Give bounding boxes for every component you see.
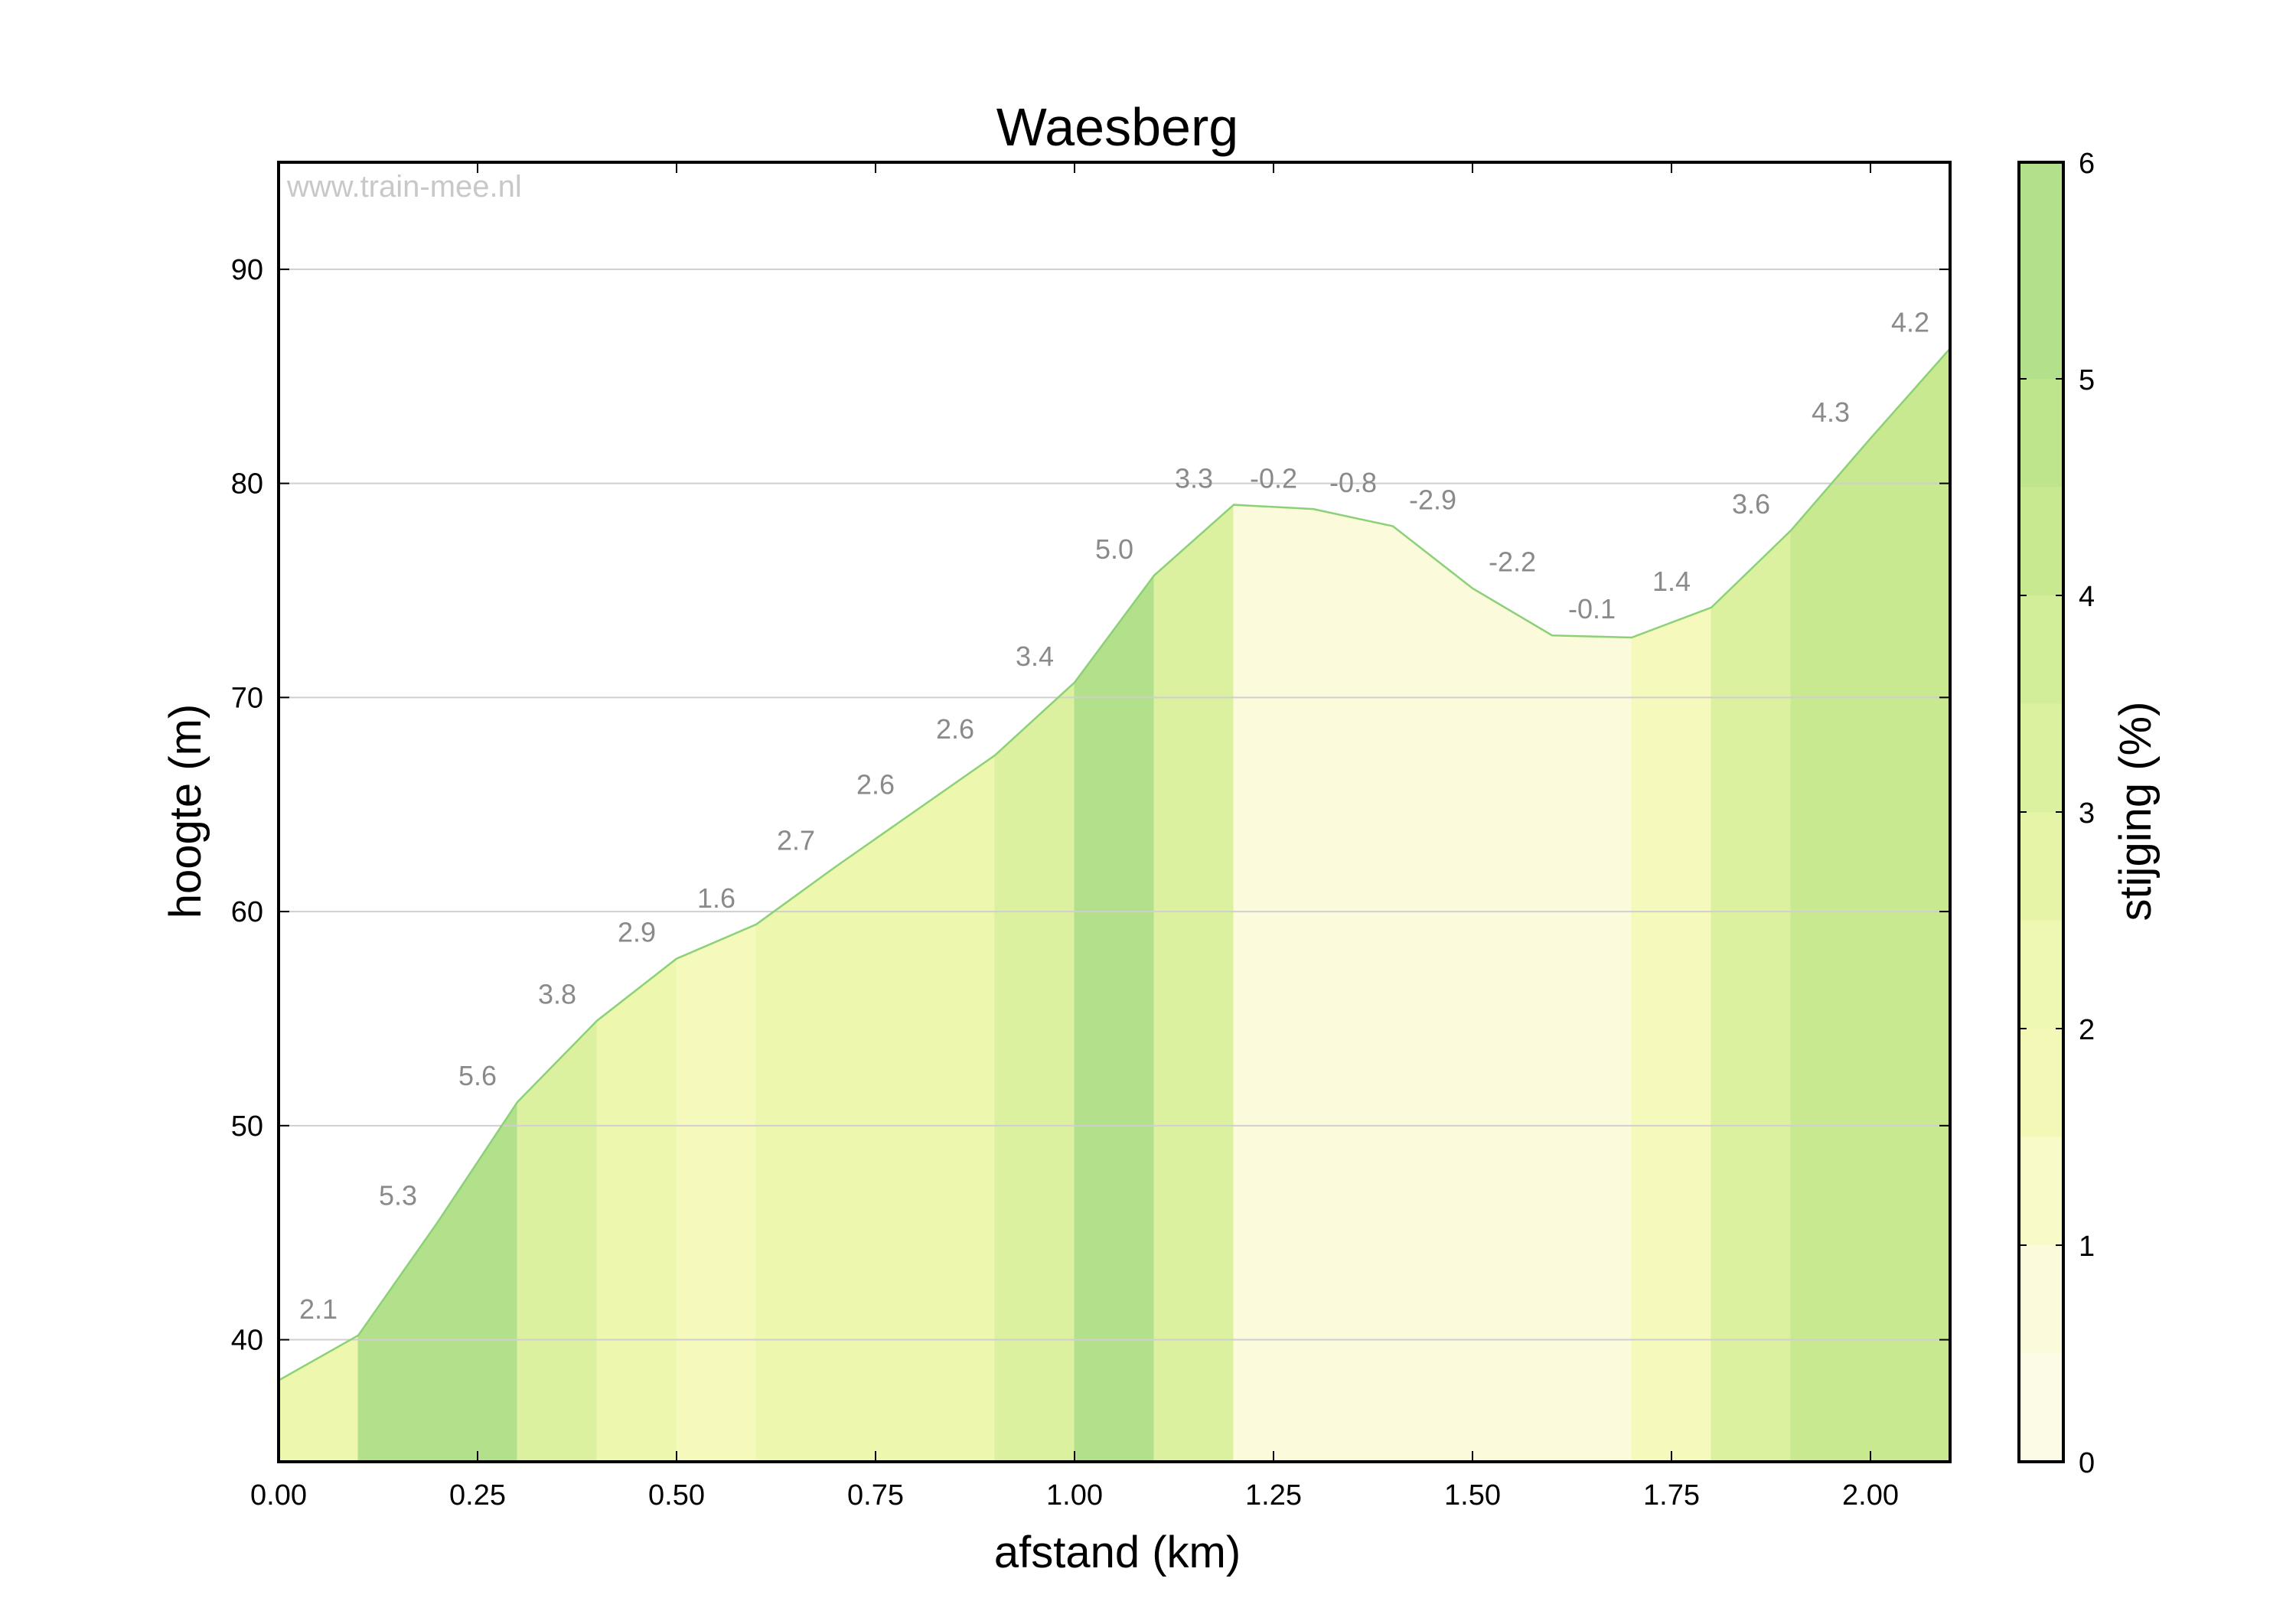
segment-label-9: 2.6 [936,713,974,745]
grade-band-18 [1631,607,1712,1463]
segment-label-1: 2.1 [299,1293,338,1325]
segment-label-19: 3.6 [1732,488,1770,520]
x-tick-label: 0.25 [449,1479,506,1512]
gridlines [279,268,1950,1341]
segment-label-16: -2.2 [1489,546,1536,578]
segment-label-5: 2.9 [618,917,656,948]
y-axis-title: hoogte (m) [161,704,210,918]
colorbar-tick-label: 6 [2079,148,2095,180]
segment-grade-labels: 2.1 5.3 5.6 3.8 2.9 1.6 2.7 2.6 2.6 3.4 5.0 3.3 -0.2… [299,306,1929,1325]
grade-band-8 [835,810,916,1463]
colorbar-band-1-lower [2019,1137,2063,1245]
x-tick-label: 2.00 [1842,1479,1899,1512]
y-tick-label: 70 [231,682,263,714]
segment-label-7: 2.7 [777,824,815,856]
colorbar-band-5-lower [2019,270,2063,379]
colorbar-tick-label: 3 [2079,797,2095,830]
colorbar-band-1-upper [2019,1029,2063,1137]
grade-band-14 [1313,508,1394,1463]
grade-band-6 [676,924,757,1463]
colorbar-tick-label: 1 [2079,1231,2095,1263]
y-tick-label: 80 [231,468,263,501]
segment-label-18: 1.4 [1652,566,1691,597]
grade-band-21 [1870,347,1951,1463]
colorbar-title: stijging (%) [2111,702,2161,921]
x-tick-label: 1.00 [1046,1479,1103,1512]
segment-label-21: 4.2 [1891,306,1929,338]
colorbar-band-3-upper [2019,595,2063,704]
colorbar-tick-label: 5 [2079,364,2095,396]
segment-label-6: 1.6 [697,882,735,914]
colorbar-band-3-lower [2019,703,2063,812]
y-tick-label: 40 [231,1325,263,1357]
plot-frame [277,161,1952,1463]
grade-band-9 [915,754,996,1463]
segment-label-12: 3.3 [1175,463,1213,494]
colorbar-band-4-upper [2019,379,2063,488]
segment-label-17: -0.1 [1568,593,1616,625]
segment-label-2: 5.3 [379,1180,417,1212]
grade-band-20 [1790,437,1871,1463]
segment-label-10: 3.4 [1016,641,1054,672]
profile-line [278,347,1951,1381]
grade-band-19 [1711,529,1792,1463]
colorbar-band-2-lower [2019,920,2063,1029]
y-tick-label: 90 [231,254,263,286]
x-tick-label: 0.00 [250,1479,307,1512]
y-axis-ticks: 40 50 60 70 80 90 [231,254,1950,1357]
x-tick-label: 0.75 [847,1479,904,1512]
grade-bands [278,347,1951,1463]
grade-band-4 [517,1019,598,1463]
x-tick-label: 0.50 [648,1479,705,1512]
grade-band-17 [1551,634,1632,1463]
segment-label-13: -0.2 [1250,463,1297,494]
grade-band-12 [1153,504,1234,1463]
colorbar-band-2-upper [2019,812,2063,921]
grade-band-16 [1472,587,1553,1463]
grade-band-2 [357,1221,439,1463]
colorbar-band-0-lower [2019,1353,2063,1462]
colorbar-band-5-upper [2019,162,2063,271]
colorbar-band-4-lower [2019,487,2063,595]
x-tick-label: 1.50 [1444,1479,1501,1512]
segment-label-8: 2.6 [856,769,895,801]
colorbar-tick-label: 2 [2079,1014,2095,1046]
grade-band-5 [596,957,677,1463]
segment-label-20: 4.3 [1812,396,1850,428]
x-tick-label: 1.25 [1245,1479,1302,1512]
grade-band-3 [437,1101,518,1463]
x-tick-label: 1.75 [1643,1479,1700,1512]
grade-band-10 [994,681,1075,1463]
x-axis-title: afstand (km) [994,1528,1241,1577]
chart-title: Waesberg [996,97,1238,157]
colorbar-tick-label: 4 [2079,581,2095,613]
grade-band-15 [1392,525,1473,1463]
y-tick-label: 60 [231,896,263,928]
profile-line-group [278,347,1951,1381]
segment-label-11: 5.0 [1095,533,1133,565]
colorbar: 0 1 2 3 4 5 6 [2017,148,2095,1479]
colorbar-tick-label: 0 [2079,1447,2095,1479]
grade-band-1 [278,1335,359,1463]
segment-label-3: 5.6 [458,1060,497,1091]
y-tick-label: 50 [231,1110,263,1143]
grade-band-13 [1233,504,1314,1463]
segment-label-15: -2.9 [1409,484,1456,516]
plot-axes [277,161,1952,1463]
grade-band-7 [755,866,837,1463]
segment-label-14: -0.8 [1329,467,1377,498]
segment-label-4: 3.8 [538,979,576,1010]
grade-band-11 [1074,574,1155,1463]
x-axis-ticks: 0.00 0.25 0.50 0.75 1.00 1.25 1.50 1.75 2.00 [250,162,1899,1512]
watermark-text: www.train-mee.nl [286,170,522,204]
colorbar-band-0-upper [2019,1245,2063,1354]
